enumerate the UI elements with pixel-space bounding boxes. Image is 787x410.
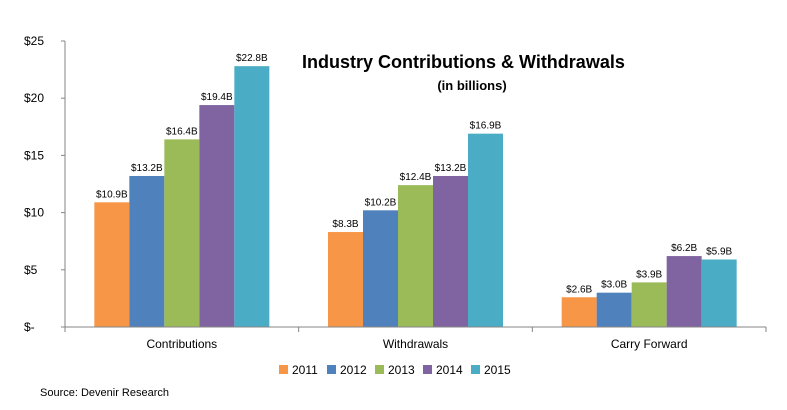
- bar-data-label: $22.8B: [236, 53, 268, 64]
- bar-data-label: $8.3B: [332, 219, 358, 230]
- chart-subtitle: (in billions): [437, 78, 507, 93]
- bar: [666, 256, 702, 327]
- bar: [363, 210, 398, 327]
- y-tick-label: $10: [24, 206, 44, 220]
- bar-data-label: $10.9B: [96, 189, 128, 200]
- x-tick-label: Carry Forward: [611, 337, 688, 351]
- x-tick-label: Contributions: [146, 337, 217, 351]
- bar-data-label: $5.9B: [706, 247, 732, 258]
- y-axis: $- $5 $10 $15 $20 $25: [24, 34, 66, 334]
- legend-label: 2011: [292, 363, 318, 377]
- bar-data-label: $2.6B: [566, 284, 592, 295]
- legend-label: 2015: [484, 363, 511, 377]
- bar: [596, 292, 632, 327]
- y-tick-label: $20: [24, 91, 44, 105]
- bar: [398, 185, 433, 327]
- bar-data-label: $12.4B: [400, 172, 432, 183]
- bar-data-label: $6.2B: [671, 243, 697, 254]
- x-axis: Contributions Withdrawals Carry Forward: [64, 326, 767, 351]
- legend-label: 2012: [340, 363, 367, 377]
- bar-data-label: $16.4B: [166, 126, 198, 137]
- bar: [468, 133, 503, 327]
- y-tick-label: $-: [24, 320, 35, 334]
- bar-data-label: $13.2B: [435, 163, 467, 174]
- bar: [94, 202, 130, 327]
- legend-swatch: [327, 365, 336, 374]
- bars: [94, 66, 737, 328]
- bar-data-label: $13.2B: [131, 163, 163, 174]
- bar-data-label: $16.9B: [470, 121, 502, 132]
- bar-data-label: $3.0B: [601, 280, 627, 291]
- source-note: Source: Devenir Research: [40, 387, 170, 399]
- legend-label: 2013: [388, 363, 415, 377]
- bar: [328, 232, 363, 327]
- bar: [129, 175, 165, 327]
- bar-data-label: $19.4B: [201, 92, 233, 103]
- y-tick-label: $5: [24, 263, 38, 277]
- bar-data-labels: $10.9B $13.2B $16.4B $19.4B $22.8B $8.3B $10.2…: [96, 53, 733, 295]
- bar: [199, 105, 235, 328]
- legend-label: 2014: [436, 363, 463, 377]
- chart-title: Industry Contributions & Withdrawals: [302, 52, 625, 72]
- x-tick-label: Withdrawals: [383, 337, 448, 351]
- bar: [234, 66, 270, 327]
- bar: [561, 297, 597, 327]
- y-tick-label: $25: [24, 34, 44, 48]
- legend-swatch: [471, 365, 480, 374]
- legend-swatch: [375, 365, 384, 374]
- bar: [631, 282, 667, 327]
- legend-swatch: [279, 365, 288, 374]
- legend: 2011 2012 2013 2014 2015: [279, 363, 511, 377]
- bar: [433, 175, 468, 327]
- bar: [701, 259, 737, 327]
- bar-data-label: $10.2B: [365, 197, 397, 208]
- legend-swatch: [423, 365, 432, 374]
- bar: [164, 139, 200, 327]
- bar-data-label: $3.9B: [636, 269, 662, 280]
- y-tick-label: $15: [24, 148, 44, 162]
